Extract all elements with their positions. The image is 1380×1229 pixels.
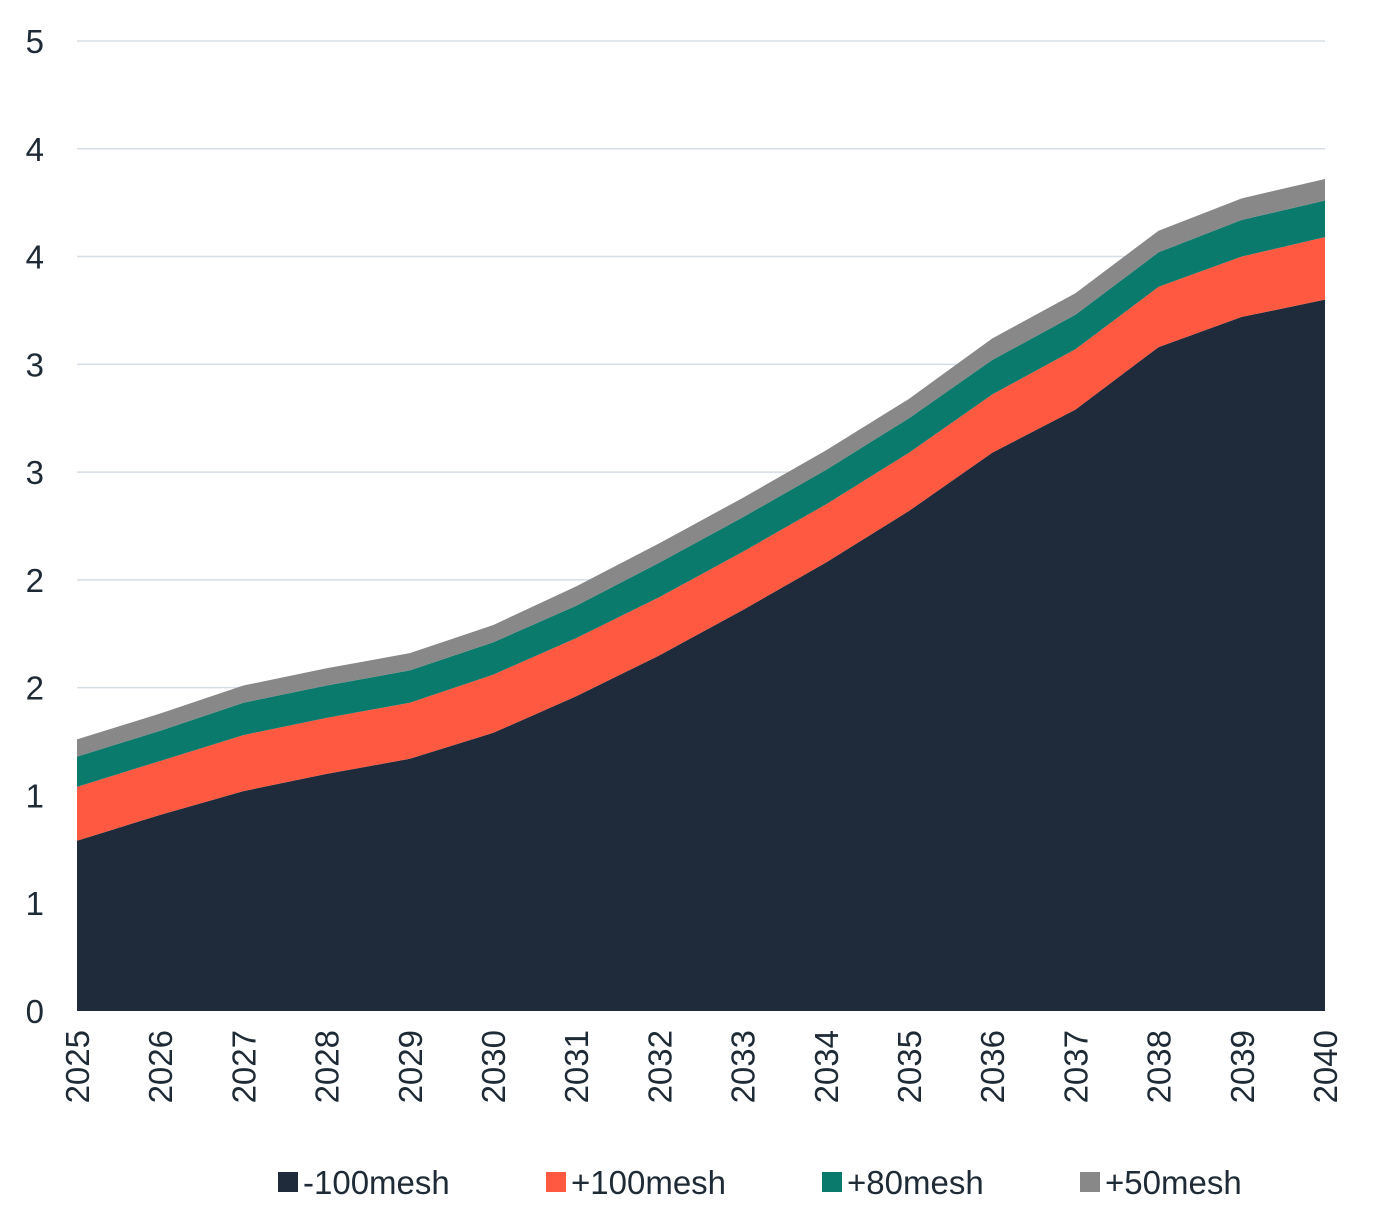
series-area-100mesh bbox=[77, 299, 1325, 1011]
x-tick-label: 2031 bbox=[558, 1030, 595, 1103]
x-tick-label: 2038 bbox=[1141, 1030, 1178, 1103]
x-tick-label: 2027 bbox=[225, 1030, 262, 1103]
y-tick-label: 2 bbox=[26, 562, 44, 599]
legend-label: +80mesh bbox=[847, 1164, 984, 1201]
y-tick-label: 3 bbox=[26, 346, 44, 383]
legend: -100mesh +100mesh +80mesh +50mesh bbox=[278, 1164, 1242, 1201]
x-tick-label: 2029 bbox=[392, 1030, 429, 1103]
x-tick-label: 2040 bbox=[1307, 1030, 1344, 1103]
legend-item: +50mesh bbox=[1080, 1164, 1242, 1201]
legend-swatch bbox=[546, 1172, 566, 1192]
legend-swatch bbox=[278, 1172, 298, 1192]
x-tick-label: 2028 bbox=[309, 1030, 346, 1103]
legend-label: +100mesh bbox=[571, 1164, 726, 1201]
legend-swatch bbox=[1080, 1172, 1100, 1192]
legend-item: +80mesh bbox=[822, 1164, 984, 1201]
x-tick-label: 2034 bbox=[808, 1030, 845, 1103]
x-tick-label: 2035 bbox=[891, 1030, 928, 1103]
x-tick-label: 2037 bbox=[1057, 1030, 1094, 1103]
legend-label: +50mesh bbox=[1105, 1164, 1242, 1201]
y-tick-label: 2 bbox=[26, 670, 44, 707]
x-tick-label: 2030 bbox=[475, 1030, 512, 1103]
y-axis: 0 1 1 2 2 3 3 4 4 5 bbox=[26, 23, 44, 1030]
legend-swatch bbox=[822, 1172, 842, 1192]
x-axis: 2025 2026 2027 2028 2029 2030 2031 2032 2033 2034… bbox=[59, 1030, 1344, 1103]
series-area-100mesh bbox=[77, 237, 1325, 841]
legend-item: +100mesh bbox=[546, 1164, 726, 1201]
area-layer bbox=[77, 178, 1325, 1011]
y-tick-label: 4 bbox=[26, 239, 44, 276]
y-tick-label: 0 bbox=[26, 993, 44, 1030]
legend-item: -100mesh bbox=[278, 1164, 450, 1201]
x-tick-label: 2026 bbox=[142, 1030, 179, 1103]
x-tick-label: 2025 bbox=[59, 1030, 96, 1103]
x-tick-label: 2036 bbox=[974, 1030, 1011, 1103]
x-tick-label: 2032 bbox=[641, 1030, 678, 1103]
x-tick-label: 2039 bbox=[1224, 1030, 1261, 1103]
legend-label: -100mesh bbox=[303, 1164, 450, 1201]
y-tick-label: 5 bbox=[26, 23, 44, 60]
series-area-80mesh bbox=[77, 200, 1325, 787]
x-tick-label: 2033 bbox=[725, 1030, 762, 1103]
y-tick-label: 4 bbox=[26, 131, 44, 168]
y-tick-label: 3 bbox=[26, 454, 44, 491]
y-tick-label: 1 bbox=[26, 885, 44, 922]
y-tick-label: 1 bbox=[26, 777, 44, 814]
